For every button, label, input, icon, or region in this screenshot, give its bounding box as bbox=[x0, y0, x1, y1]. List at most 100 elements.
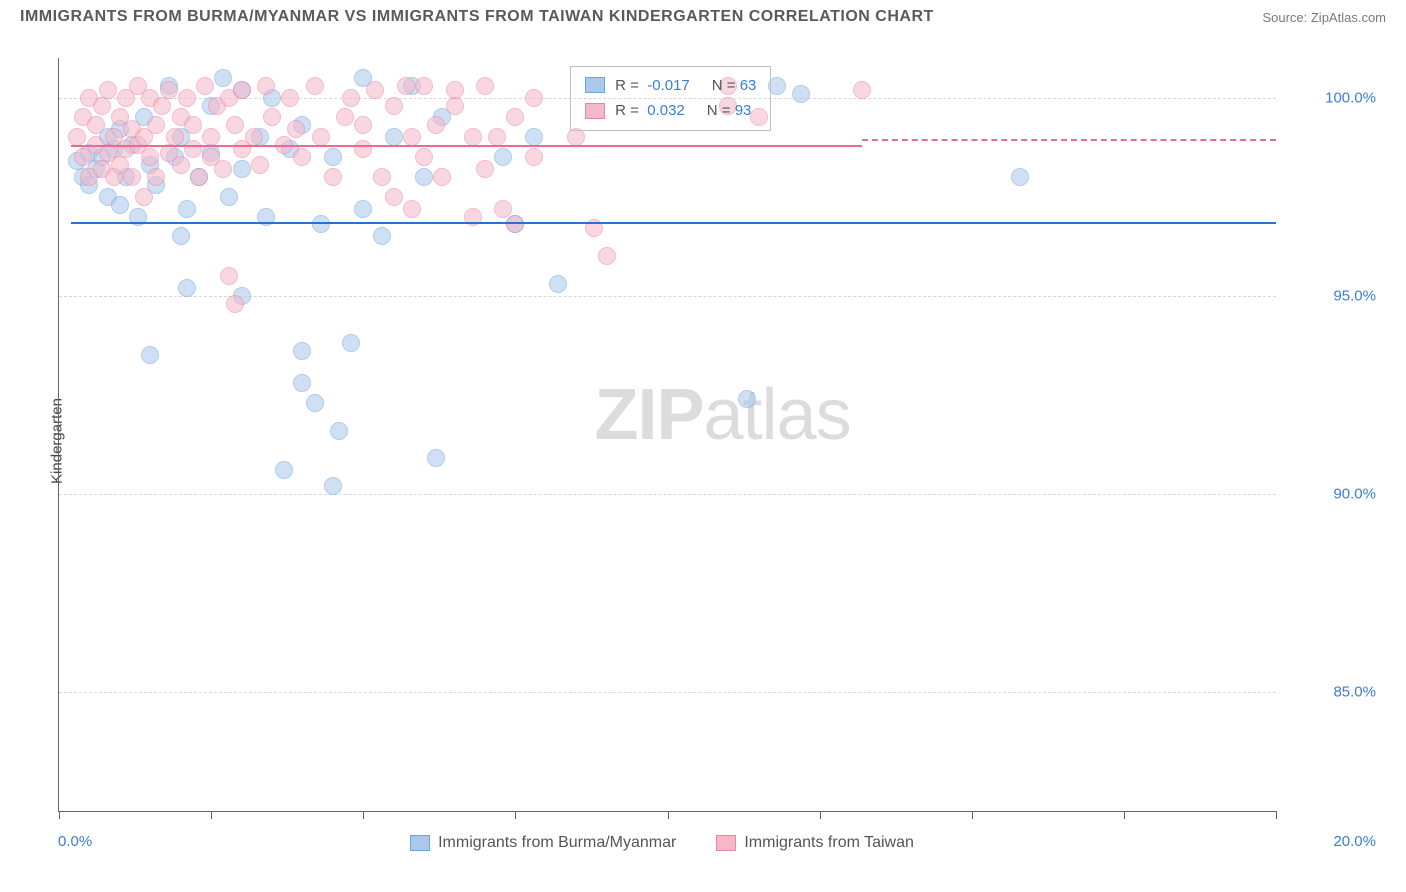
plot-area: ZIPatlas 85.0%90.0%95.0%100.0%R = -0.017… bbox=[58, 58, 1276, 812]
scatter-point bbox=[196, 77, 214, 95]
legend-label: Immigrants from Taiwan bbox=[744, 834, 914, 852]
scatter-point bbox=[226, 116, 244, 134]
scatter-point bbox=[93, 97, 111, 115]
scatter-point bbox=[147, 168, 165, 186]
scatter-point bbox=[446, 97, 464, 115]
scatter-point bbox=[446, 81, 464, 99]
gridline bbox=[59, 692, 1276, 693]
y-tick-label: 90.0% bbox=[1286, 485, 1376, 502]
scatter-point bbox=[245, 128, 263, 146]
scatter-point bbox=[373, 168, 391, 186]
regression-line bbox=[71, 222, 1276, 224]
scatter-point bbox=[385, 188, 403, 206]
scatter-point bbox=[427, 449, 445, 467]
legend-item-burma: Immigrants from Burma/Myanmar bbox=[410, 834, 676, 852]
legend-row: R = -0.017N = 63 bbox=[585, 73, 756, 99]
scatter-point bbox=[123, 168, 141, 186]
scatter-point bbox=[324, 168, 342, 186]
regression-line-dashed bbox=[862, 139, 1276, 141]
scatter-point bbox=[354, 140, 372, 158]
scatter-point bbox=[184, 140, 202, 158]
scatter-point bbox=[287, 120, 305, 138]
scatter-point bbox=[403, 128, 421, 146]
swatch-icon bbox=[585, 103, 605, 119]
scatter-point bbox=[415, 148, 433, 166]
scatter-point bbox=[506, 108, 524, 126]
scatter-point bbox=[141, 346, 159, 364]
scatter-point bbox=[354, 200, 372, 218]
x-tick bbox=[515, 811, 516, 819]
scatter-point bbox=[324, 148, 342, 166]
scatter-point bbox=[525, 89, 543, 107]
chart-header: IMMIGRANTS FROM BURMA/MYANMAR VS IMMIGRA… bbox=[0, 0, 1406, 30]
scatter-point bbox=[293, 374, 311, 392]
scatter-point bbox=[549, 275, 567, 293]
scatter-point bbox=[293, 148, 311, 166]
swatch-icon bbox=[716, 835, 736, 851]
scatter-point bbox=[178, 89, 196, 107]
scatter-point bbox=[853, 81, 871, 99]
legend-label: Immigrants from Burma/Myanmar bbox=[438, 834, 676, 852]
y-tick-label: 100.0% bbox=[1286, 89, 1376, 106]
scatter-point bbox=[172, 156, 190, 174]
scatter-point bbox=[251, 156, 269, 174]
scatter-point bbox=[160, 81, 178, 99]
scatter-point bbox=[397, 77, 415, 95]
y-tick-label: 85.0% bbox=[1286, 684, 1376, 701]
scatter-point bbox=[184, 116, 202, 134]
scatter-point bbox=[214, 160, 232, 178]
scatter-point bbox=[330, 422, 348, 440]
scatter-point bbox=[373, 227, 391, 245]
scatter-point bbox=[135, 188, 153, 206]
scatter-point bbox=[792, 85, 810, 103]
scatter-point bbox=[233, 160, 251, 178]
scatter-point bbox=[263, 108, 281, 126]
legend-row: R = 0.032N = 93 bbox=[585, 98, 756, 124]
scatter-point bbox=[342, 334, 360, 352]
y-tick-label: 95.0% bbox=[1286, 287, 1376, 304]
scatter-point bbox=[233, 81, 251, 99]
scatter-point bbox=[202, 128, 220, 146]
scatter-point bbox=[220, 267, 238, 285]
scatter-point bbox=[525, 128, 543, 146]
x-tick bbox=[1124, 811, 1125, 819]
scatter-point bbox=[226, 295, 244, 313]
r-label: R = -0.017 bbox=[615, 73, 690, 99]
chart-container: Kindergarten ZIPatlas 85.0%90.0%95.0%100… bbox=[48, 40, 1386, 842]
scatter-point bbox=[87, 116, 105, 134]
x-tick bbox=[668, 811, 669, 819]
scatter-point bbox=[214, 69, 232, 87]
scatter-point bbox=[494, 148, 512, 166]
scatter-point bbox=[68, 128, 86, 146]
scatter-point bbox=[342, 89, 360, 107]
scatter-point bbox=[738, 390, 756, 408]
scatter-point bbox=[257, 77, 275, 95]
scatter-point bbox=[178, 200, 196, 218]
scatter-point bbox=[336, 108, 354, 126]
x-tick bbox=[972, 811, 973, 819]
scatter-point bbox=[111, 196, 129, 214]
gridline bbox=[59, 494, 1276, 495]
scatter-point bbox=[324, 477, 342, 495]
scatter-point bbox=[385, 97, 403, 115]
scatter-point bbox=[433, 168, 451, 186]
scatter-point bbox=[525, 148, 543, 166]
legend-item-taiwan: Immigrants from Taiwan bbox=[716, 834, 914, 852]
scatter-point bbox=[147, 116, 165, 134]
scatter-point bbox=[1011, 168, 1029, 186]
x-tick bbox=[363, 811, 364, 819]
scatter-point bbox=[476, 77, 494, 95]
scatter-point bbox=[312, 128, 330, 146]
x-tick bbox=[59, 811, 60, 819]
scatter-point bbox=[354, 116, 372, 134]
scatter-point bbox=[220, 188, 238, 206]
r-label: R = 0.032 bbox=[615, 98, 685, 124]
scatter-point bbox=[275, 461, 293, 479]
x-tick bbox=[1276, 811, 1277, 819]
scatter-point bbox=[415, 77, 433, 95]
scatter-point bbox=[494, 200, 512, 218]
x-tick bbox=[820, 811, 821, 819]
x-tick bbox=[211, 811, 212, 819]
scatter-point bbox=[99, 81, 117, 99]
scatter-point bbox=[567, 128, 585, 146]
